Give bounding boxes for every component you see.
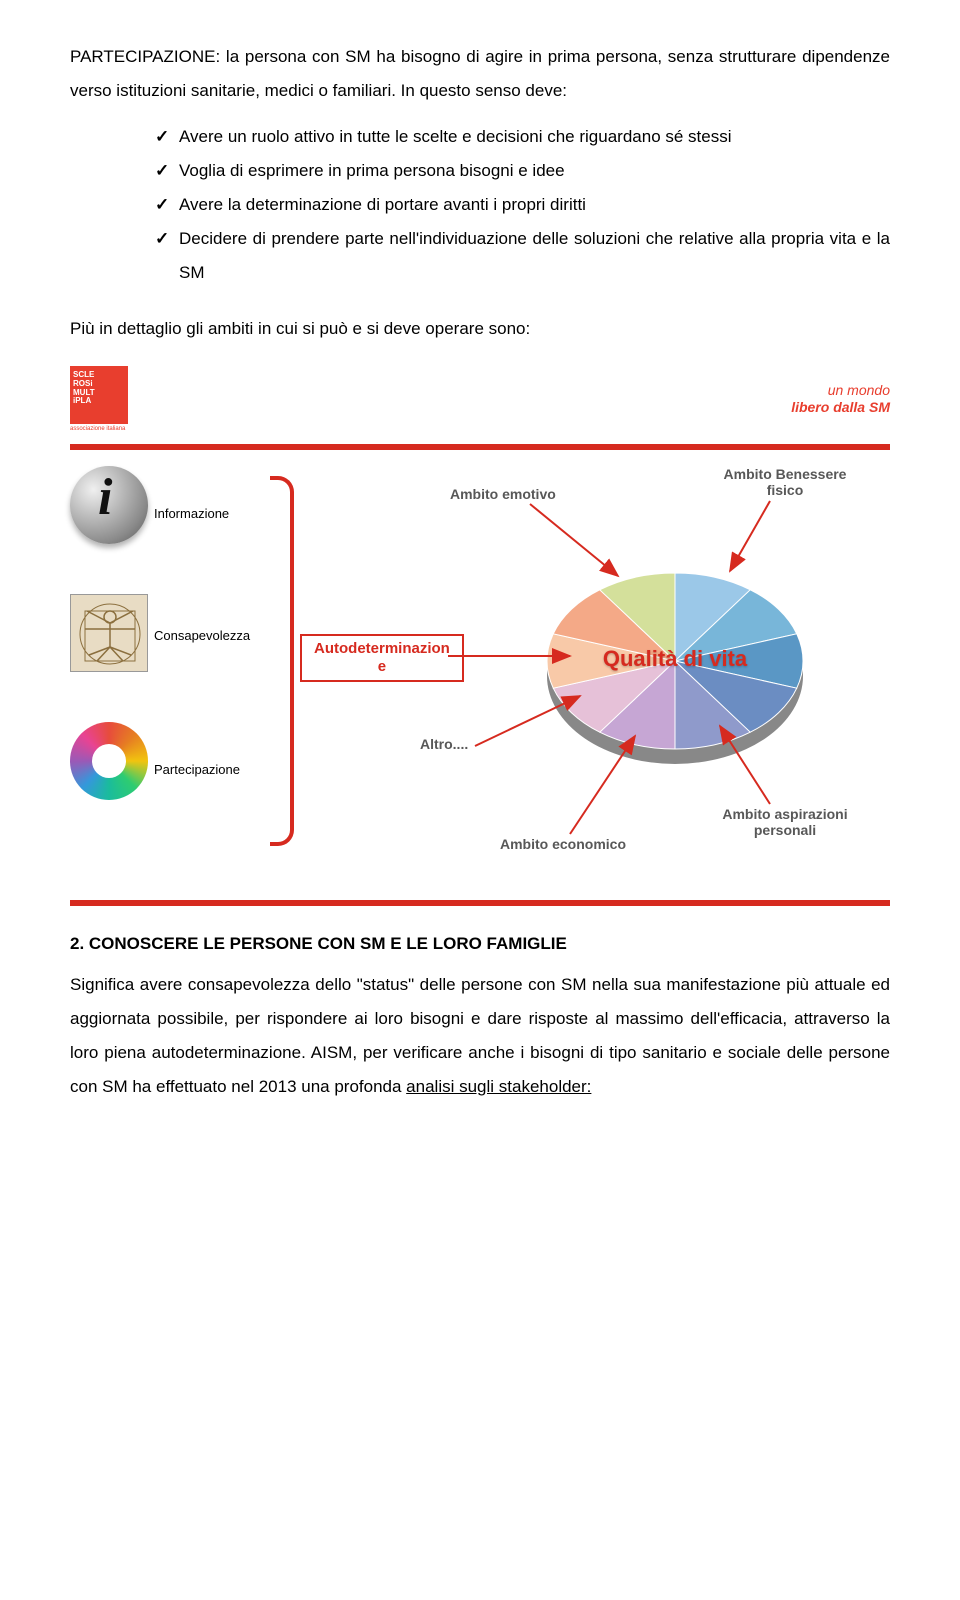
bottom-red-bar xyxy=(70,900,890,906)
pie-label-economico: Ambito economico xyxy=(500,836,626,852)
vitruvian-icon xyxy=(70,594,148,672)
pie-chart: Qualità di vita xyxy=(530,516,820,806)
pie-label-altro: Altro.... xyxy=(420,736,468,752)
logo-sclerosi: SCLE ROSi MULT iPLA xyxy=(70,366,128,424)
left-label: Partecipazione xyxy=(154,762,240,777)
section-2-title: 2. CONOSCERE LE PERSONE CON SM E LE LORO… xyxy=(70,934,890,954)
section2-underline: analisi sugli stakeholder: xyxy=(406,1077,591,1096)
left-item-consapevolezza: Consapevolezza xyxy=(70,594,265,704)
left-item-informazione: Informazione xyxy=(70,466,265,576)
bullet-item: Voglia di esprimere in prima persona bis… xyxy=(155,154,890,188)
ring-icon xyxy=(70,722,148,800)
bullet-list: Avere un ruolo attivo in tutte le scelte… xyxy=(70,120,890,290)
paragraph-dettaglio: Più in dettaglio gli ambiti in cui si pu… xyxy=(70,312,890,346)
pie-label-benessere: Ambito Benessere fisico xyxy=(710,466,860,498)
bullet-item: Avere la determinazione di portare avant… xyxy=(155,188,890,222)
left-item-partecipazione: Partecipazione xyxy=(70,722,265,832)
pie-label-aspirazioni: Ambito aspirazioni personali xyxy=(710,806,860,838)
slogan: un mondo libero dalla SM xyxy=(791,382,890,416)
pie-label-emotivo: Ambito emotivo xyxy=(450,486,556,502)
left-column: Informazione Consapevolezza xyxy=(70,466,265,850)
pie-title-text: Qualità di vita xyxy=(603,646,748,671)
infographic-container: SCLE ROSi MULT iPLA associazione italian… xyxy=(70,366,890,906)
bullet-item: Decidere di prendere parte nell'individu… xyxy=(155,222,890,290)
bullet-item: Avere un ruolo attivo in tutte le scelte… xyxy=(155,120,890,154)
logo-subtitle: associazione italiana xyxy=(70,426,125,432)
bracket xyxy=(270,476,294,846)
top-red-bar xyxy=(70,444,890,450)
center-box-autodeterminazione: Autodeterminazion e xyxy=(300,634,464,682)
left-label: Consapevolezza xyxy=(154,628,250,643)
info-icon xyxy=(70,466,148,544)
left-label: Informazione xyxy=(154,506,229,521)
paragraph-partecipazione: PARTECIPAZIONE: la persona con SM ha bis… xyxy=(70,40,890,108)
paragraph-section2: Significa avere consapevolezza dello "st… xyxy=(70,968,890,1104)
